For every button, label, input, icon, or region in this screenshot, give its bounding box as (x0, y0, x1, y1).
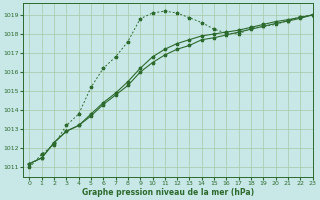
X-axis label: Graphe pression niveau de la mer (hPa): Graphe pression niveau de la mer (hPa) (82, 188, 254, 197)
